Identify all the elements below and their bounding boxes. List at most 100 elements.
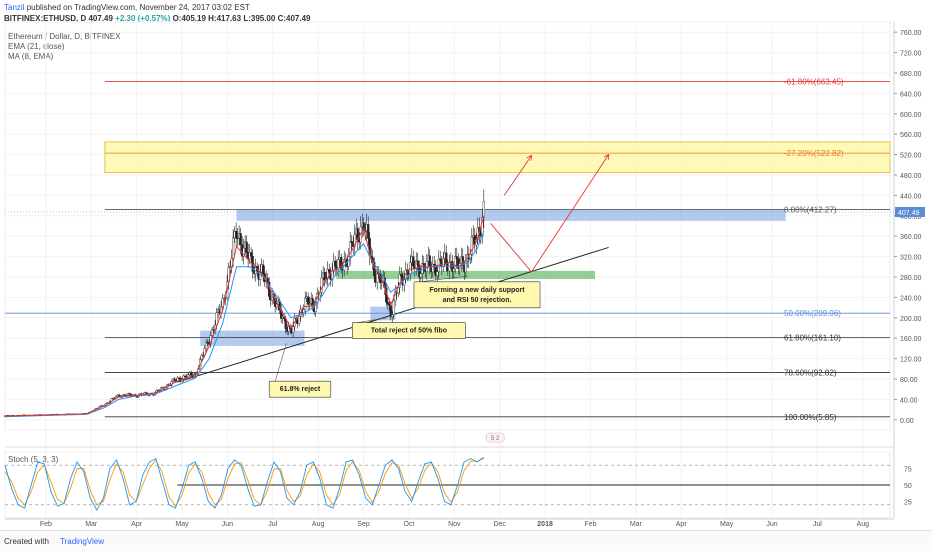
candle-body — [232, 237, 235, 259]
price-tick-label: 760.00 — [900, 30, 922, 37]
candle-body — [349, 241, 352, 257]
candle-body — [262, 264, 265, 274]
candle-body — [328, 269, 331, 273]
projection-arrow — [503, 156, 531, 196]
candle-body — [470, 236, 473, 255]
ma-indicator-label[interactable]: MA (8, EMA) — [8, 52, 54, 61]
callout-pointer — [274, 343, 287, 382]
zone-yellow — [104, 141, 891, 173]
candle-body — [190, 372, 193, 376]
ema-indicator-label[interactable]: EMA (21, close) — [8, 42, 65, 51]
candle-body — [117, 394, 121, 397]
projection-arrow — [531, 155, 608, 273]
price-tick-label: 200.00 — [900, 316, 922, 323]
candle-body — [245, 241, 248, 254]
created-with-text: Created with — [4, 537, 49, 546]
candle-body — [292, 326, 295, 334]
candle-body — [452, 268, 455, 272]
ema-line — [4, 230, 485, 418]
price-tick-label: 80.00 — [900, 377, 918, 384]
callout-box — [413, 281, 541, 309]
fib-level-label: 100.00%(5.85) — [784, 413, 837, 422]
candle-body — [314, 302, 317, 312]
candle-body — [206, 341, 209, 344]
price-change: +2.30 (+0.57%) — [115, 14, 171, 23]
price-tick-label: 360.00 — [900, 234, 922, 241]
candle-body — [307, 296, 310, 305]
price-tick-label: 560.00 — [900, 132, 922, 139]
stoch-tick-label: 75 — [904, 467, 912, 474]
candle-body — [419, 273, 422, 278]
callout-text: Total reject of 50% fibo — [371, 328, 447, 335]
time-tick-label: Jul — [813, 521, 822, 528]
low-value: L:395.00 — [243, 14, 276, 23]
time-tick-label: Nov — [448, 521, 461, 528]
candle-body — [221, 298, 224, 308]
candle-body — [311, 298, 314, 306]
fib-level-label: 50.00%(209.06) — [784, 309, 841, 318]
time-tick-label: Sep — [357, 521, 370, 528]
callout-box — [352, 322, 466, 339]
last-price: 407.49 — [88, 14, 113, 23]
stoch-tick-label: 25 — [904, 500, 912, 507]
candle-body — [391, 314, 394, 318]
candle-body — [461, 256, 464, 266]
candle-body — [239, 233, 242, 245]
open-value: O:405.19 — [172, 14, 206, 23]
footer: Created with TradingView — [0, 530, 932, 551]
price-tick-label: 400.00 — [900, 214, 922, 221]
price-tick-label: 720.00 — [900, 51, 922, 58]
candle-body — [350, 241, 353, 244]
time-tick-label: May — [720, 521, 734, 528]
time-tick-label: Apr — [676, 521, 688, 528]
candle-body — [173, 378, 176, 381]
candle-body — [431, 263, 434, 273]
time-tick-label: Feb — [584, 521, 596, 528]
projection-arrow — [490, 223, 532, 273]
close-value: C:407.49 — [277, 14, 311, 23]
candle-body — [412, 256, 415, 267]
candle-body — [287, 326, 290, 332]
tradingview-brand[interactable]: TradingView — [60, 537, 105, 546]
time-tick-label: Oct — [403, 521, 414, 528]
candle-body — [455, 256, 458, 260]
author-link[interactable]: Tanzil — [4, 3, 25, 12]
candle-body — [445, 252, 448, 265]
callout-text: 61.8% reject — [280, 386, 321, 393]
ohlc-line: BITFINEX:ETHUSD, D 407.49 +2.30 (+0.57%)… — [4, 14, 311, 23]
candle-body — [428, 255, 431, 267]
candle-body — [205, 341, 208, 349]
candle-body — [464, 260, 467, 273]
candle-body — [482, 201, 485, 218]
candle-body — [398, 274, 401, 288]
time-tick-label: Dec — [493, 521, 506, 528]
zone-blue — [236, 209, 786, 221]
candle-body — [323, 272, 326, 281]
candle-body — [211, 329, 214, 336]
price-tick-label: 320.00 — [900, 255, 922, 262]
time-tick-label: May — [175, 521, 189, 528]
candle-body — [220, 306, 223, 313]
stoch-indicator-label[interactable]: Stoch (5, 3, 3) — [8, 455, 59, 464]
symbol-label: BITFINEX:ETHUSD, D — [4, 14, 87, 23]
callout-pointer — [419, 275, 468, 283]
candle-body — [400, 274, 403, 277]
time-tick-label: Jun — [222, 521, 233, 528]
candle-body — [308, 303, 311, 305]
publish-line: Tanzil published on TradingView.com, Nov… — [4, 3, 250, 12]
event-badge — [485, 432, 505, 443]
callout-text: Forming a new daily support — [429, 287, 525, 294]
candle-body — [326, 269, 329, 280]
price-tick-label: 480.00 — [900, 173, 922, 180]
candle-body — [250, 252, 253, 257]
zone-blue — [200, 330, 305, 346]
series-title[interactable]: Ethereum / Dollar, D, BITFINEX — [8, 32, 121, 41]
candle-body — [320, 277, 323, 293]
fib-level-label: 78.60%(92.82) — [784, 368, 837, 377]
candle-body — [302, 309, 305, 313]
candle-body — [433, 263, 436, 266]
candle-body — [388, 303, 391, 306]
candle-body — [298, 316, 301, 324]
candle-body — [275, 304, 278, 307]
